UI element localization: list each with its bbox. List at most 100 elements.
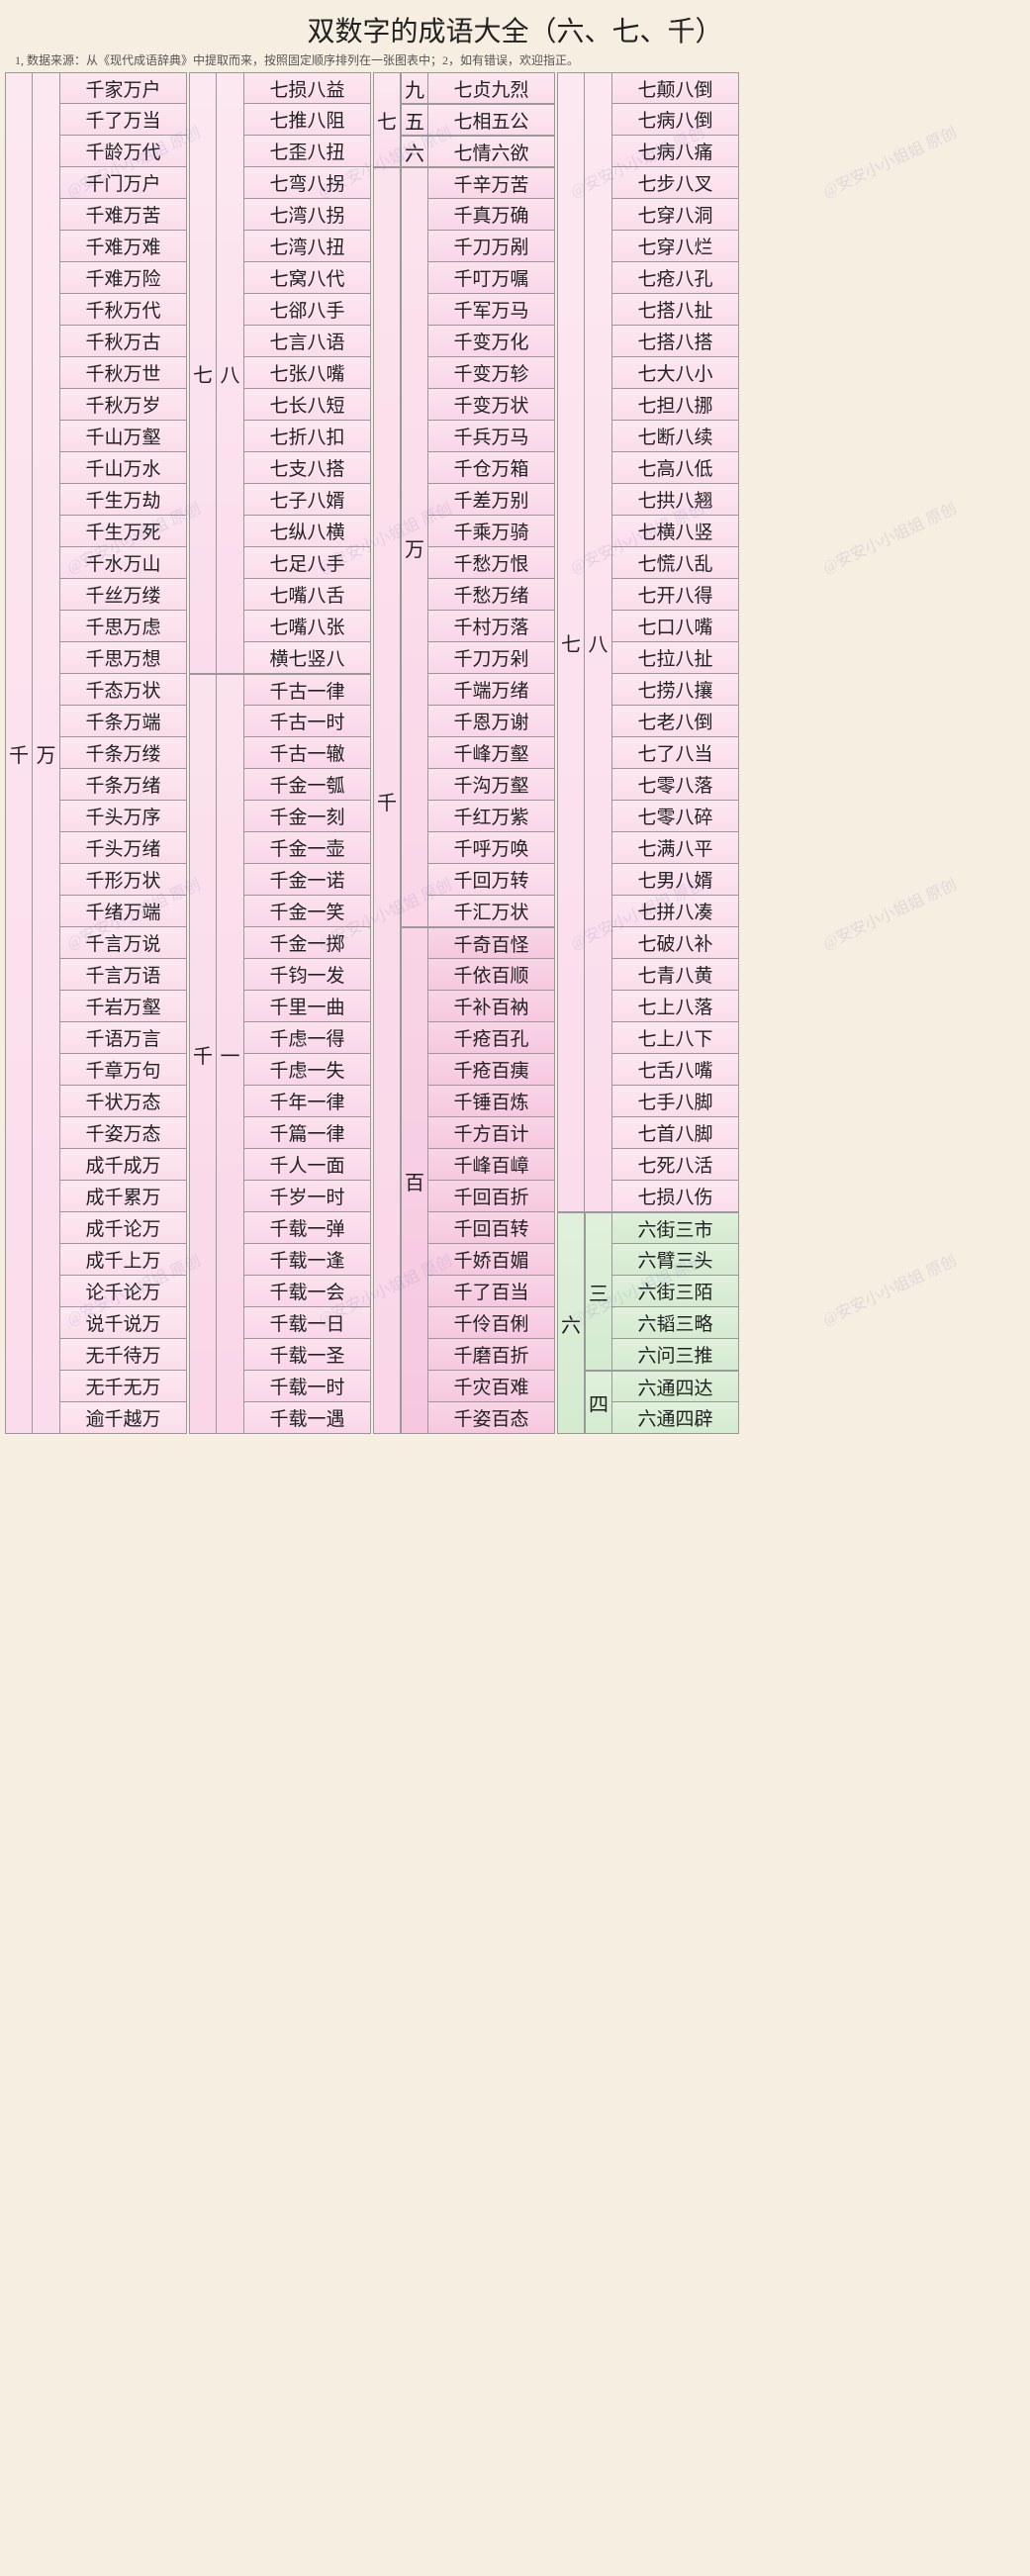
idiom-cell: 千载一逢 <box>244 1244 371 1276</box>
idiom-cell: 千真万确 <box>428 199 555 231</box>
idiom-cell: 千言万说 <box>60 927 187 959</box>
idiom-cell: 千回百折 <box>428 1181 555 1212</box>
spine-label: 四 <box>585 1371 612 1434</box>
idiom-cell: 千态万状 <box>60 674 187 706</box>
idiom-cell: 七支八搭 <box>244 452 371 484</box>
page-subtitle: 1, 数据来源：从《现代成语辞典》中提取而来，按照固定顺序排列在一张图表中；2，… <box>15 51 1025 68</box>
page-container: 双数字的成语大全（六、七、千） 1, 数据来源：从《现代成语辞典》中提取而来，按… <box>5 10 1025 1434</box>
idiom-cell: 七子八婿 <box>244 484 371 516</box>
idiom-cell: 千载一日 <box>244 1307 371 1339</box>
idiom-cell: 逾千越万 <box>60 1402 187 1434</box>
idiom-cell: 七疮八孔 <box>612 262 739 294</box>
idiom-cell: 七推八阻 <box>244 104 371 136</box>
idiom-cell: 千条万绪 <box>60 769 187 801</box>
idiom-cell: 六问三推 <box>612 1339 739 1371</box>
idiom-cell: 千秋万古 <box>60 326 187 357</box>
spine-label: 百 <box>401 927 428 1434</box>
idiom-cell: 七嘴八舌 <box>244 579 371 611</box>
idiom-cell: 千虑一失 <box>244 1054 371 1086</box>
idiom-cell: 七担八挪 <box>612 389 739 421</box>
idiom-cell: 七青八黄 <box>612 959 739 991</box>
spine-label: 万 <box>33 72 60 1434</box>
idiom-cell: 千了百当 <box>428 1276 555 1307</box>
spine-label: 一 <box>217 674 244 1434</box>
idiom-cell: 六臂三头 <box>612 1244 739 1276</box>
idiom-cell: 千村万落 <box>428 611 555 642</box>
idiom-cell: 千恩万谢 <box>428 706 555 737</box>
idiom-cell: 七郤八手 <box>244 294 371 326</box>
idiom-cell: 七足八手 <box>244 547 371 579</box>
idiom-cell: 七情六欲 <box>428 136 555 167</box>
idiom-cell: 千虑一得 <box>244 1022 371 1054</box>
idiom-cell: 千水万山 <box>60 547 187 579</box>
spine-label: 六 <box>401 136 428 167</box>
idiom-cell: 千姿百态 <box>428 1402 555 1434</box>
idiom-cell: 千方百计 <box>428 1117 555 1149</box>
idiom-cell: 七高八低 <box>612 452 739 484</box>
idiom-cell: 千条万端 <box>60 706 187 737</box>
idiom-cell: 千古一辙 <box>244 737 371 769</box>
idiom-cell: 成千成万 <box>60 1149 187 1181</box>
idiom-cell: 七搭八扯 <box>612 294 739 326</box>
idiom-cell: 千军万马 <box>428 294 555 326</box>
idiom-cell: 千生万死 <box>60 516 187 547</box>
idiom-cell: 七弯八拐 <box>244 167 371 199</box>
idiom-cell: 千头万序 <box>60 801 187 832</box>
idiom-cell: 千金一刻 <box>244 801 371 832</box>
idiom-cell: 七慌八乱 <box>612 547 739 579</box>
idiom-cell: 千古一律 <box>244 674 371 706</box>
idiom-cell: 成千上万 <box>60 1244 187 1276</box>
idiom-cell: 六街三陌 <box>612 1276 739 1307</box>
idiom-cell: 千家万户 <box>60 72 187 104</box>
idiom-cell: 论千论万 <box>60 1276 187 1307</box>
idiom-cell: 千形万状 <box>60 864 187 896</box>
idiom-cell: 七上八下 <box>612 1022 739 1054</box>
idiom-cell: 千灾百难 <box>428 1371 555 1402</box>
idiom-cell: 千载一弹 <box>244 1212 371 1244</box>
idiom-cell: 千山万水 <box>60 452 187 484</box>
idiom-cell: 千刀万剁 <box>428 642 555 674</box>
idiom-cell: 七损八伤 <box>612 1181 739 1212</box>
idiom-cell: 七上八落 <box>612 991 739 1022</box>
idiom-cell: 七手八脚 <box>612 1086 739 1117</box>
idiom-cell: 千人一面 <box>244 1149 371 1181</box>
idiom-cell: 七开八得 <box>612 579 739 611</box>
idiom-cell: 千秋万世 <box>60 357 187 389</box>
idiom-cell: 千回百转 <box>428 1212 555 1244</box>
idiom-cell: 七捞八攘 <box>612 674 739 706</box>
idiom-cell: 千龄万代 <box>60 136 187 167</box>
idiom-cell: 千条万缕 <box>60 737 187 769</box>
idiom-cell: 千汇万状 <box>428 896 555 927</box>
idiom-grid: 千万千家万户千了万当千龄万代千门万户千难万苦千难万难千难万险千秋万代千秋万古千秋… <box>5 72 1025 1434</box>
idiom-cell: 七横八竖 <box>612 516 739 547</box>
idiom-cell: 七窝八代 <box>244 262 371 294</box>
idiom-cell: 七相五公 <box>428 104 555 136</box>
idiom-cell: 六街三市 <box>612 1212 739 1244</box>
spine-label: 九 <box>401 72 428 104</box>
idiom-cell: 说千说万 <box>60 1307 187 1339</box>
idiom-cell: 七拱八翘 <box>612 484 739 516</box>
idiom-cell: 七断八续 <box>612 421 739 452</box>
idiom-cell: 千乘万骑 <box>428 516 555 547</box>
idiom-cell: 无千待万 <box>60 1339 187 1371</box>
idiom-cell: 七纵八横 <box>244 516 371 547</box>
idiom-cell: 千姿万态 <box>60 1117 187 1149</box>
idiom-cell: 千叮万嘱 <box>428 262 555 294</box>
idiom-cell: 千愁万绪 <box>428 579 555 611</box>
spine-label: 五 <box>401 104 428 136</box>
idiom-cell: 成千论万 <box>60 1212 187 1244</box>
idiom-cell: 千金一笑 <box>244 896 371 927</box>
idiom-cell: 千伶百俐 <box>428 1307 555 1339</box>
idiom-cell: 七歪八扭 <box>244 136 371 167</box>
idiom-cell: 千疮百痍 <box>428 1054 555 1086</box>
idiom-cell: 千门万户 <box>60 167 187 199</box>
idiom-cell: 千年一律 <box>244 1086 371 1117</box>
idiom-cell: 千红万紫 <box>428 801 555 832</box>
idiom-cell: 七拼八凑 <box>612 896 739 927</box>
idiom-cell: 千疮百孔 <box>428 1022 555 1054</box>
spine-label: 七 <box>557 72 585 1212</box>
idiom-cell: 横七竖八 <box>244 642 371 674</box>
idiom-cell: 七湾八扭 <box>244 231 371 262</box>
idiom-cell: 千兵万马 <box>428 421 555 452</box>
idiom-cell: 七满八平 <box>612 832 739 864</box>
